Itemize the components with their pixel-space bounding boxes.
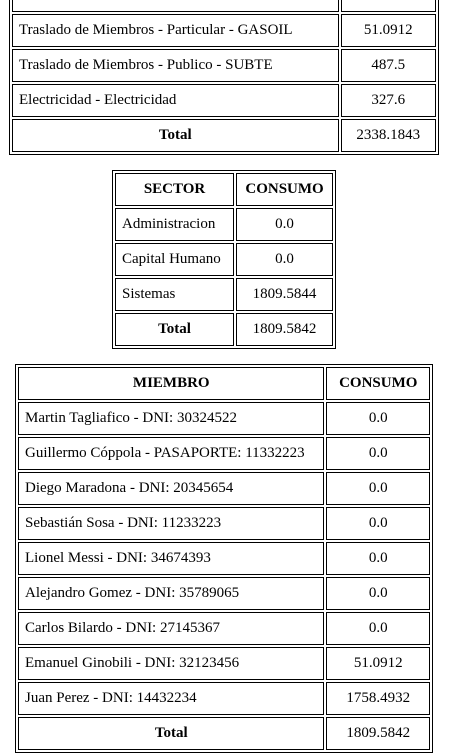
- column-header-miembro: MIEMBRO: [18, 367, 325, 400]
- total-value: 1809.5842: [326, 717, 430, 750]
- column-header-sector: SECTOR: [115, 173, 235, 206]
- member-value: 0.0: [326, 612, 430, 645]
- table-row: Diego Maradona - DNI: 20345654 0.0: [18, 472, 430, 505]
- sector-consumption-table: SECTOR CONSUMO Administracion 0.0 Capita…: [112, 170, 336, 349]
- table-row: Administracion 0.0: [115, 208, 333, 241]
- member-value: 0.0: [326, 542, 430, 575]
- member-name: Carlos Bilardo - DNI: 27145367: [18, 612, 325, 645]
- member-name: Lionel Messi - DNI: 34674393: [18, 542, 325, 575]
- member-name: Sebastián Sosa - DNI: 11233223: [18, 507, 325, 540]
- sector-name: Capital Humano: [115, 243, 235, 276]
- row-value: 51.0912: [340, 14, 436, 47]
- column-header-consumo: CONSUMO: [236, 173, 333, 206]
- member-consumption-table: MIEMBRO CONSUMO Martin Tagliafico - DNI:…: [15, 364, 433, 753]
- sector-value: 1809.5844: [236, 278, 333, 311]
- total-label: Total: [115, 313, 235, 346]
- table-row: Sebastián Sosa - DNI: 11233223 0.0: [18, 507, 430, 540]
- table-row: Alejandro Gomez - DNI: 35789065 0.0: [18, 577, 430, 610]
- table-row: [12, 0, 436, 12]
- column-header-consumo: CONSUMO: [326, 367, 430, 400]
- table-row: Juan Perez - DNI: 14432234 1758.4932: [18, 682, 430, 715]
- member-value: 0.0: [326, 437, 430, 470]
- member-name: Emanuel Ginobili - DNI: 32123456: [18, 647, 325, 680]
- table-row: Martin Tagliafico - DNI: 30324522 0.0: [18, 402, 430, 435]
- member-value: 0.0: [326, 577, 430, 610]
- table-row: Traslado de Miembros - Publico - SUBTE 4…: [12, 49, 436, 82]
- member-name: Martin Tagliafico - DNI: 30324522: [18, 402, 325, 435]
- table-row: Lionel Messi - DNI: 34674393 0.0: [18, 542, 430, 575]
- total-label: Total: [12, 119, 339, 152]
- row-label: Traslado de Miembros - Particular - GASO…: [12, 14, 339, 47]
- member-value: 0.0: [326, 507, 430, 540]
- member-value: 51.0912: [326, 647, 430, 680]
- row-label: [12, 0, 339, 12]
- row-value: 487.5: [340, 49, 436, 82]
- member-name: Diego Maradona - DNI: 20345654: [18, 472, 325, 505]
- member-value: 0.0: [326, 402, 430, 435]
- table-header-row: MIEMBRO CONSUMO: [18, 367, 430, 400]
- table-row: Sistemas 1809.5844: [115, 278, 333, 311]
- row-value: 327.6: [340, 84, 436, 117]
- table-row: Capital Humano 0.0: [115, 243, 333, 276]
- total-value: 2338.1843: [340, 119, 436, 152]
- table-row: Guillermo Cóppola - PASAPORTE: 11332223 …: [18, 437, 430, 470]
- total-label: Total: [18, 717, 325, 750]
- row-label: Traslado de Miembros - Publico - SUBTE: [12, 49, 339, 82]
- total-row: Total 1809.5842: [18, 717, 430, 750]
- total-row: Total 2338.1843: [12, 119, 436, 152]
- consumption-by-type-table: Traslado de Miembros - Particular - GASO…: [9, 0, 439, 155]
- member-value: 0.0: [326, 472, 430, 505]
- table-row: Electricidad - Electricidad 327.6: [12, 84, 436, 117]
- table-header-row: SECTOR CONSUMO: [115, 173, 333, 206]
- sector-value: 0.0: [236, 243, 333, 276]
- sector-name: Administracion: [115, 208, 235, 241]
- sector-value: 0.0: [236, 208, 333, 241]
- table-row: Carlos Bilardo - DNI: 27145367 0.0: [18, 612, 430, 645]
- row-label: Electricidad - Electricidad: [12, 84, 339, 117]
- member-name: Juan Perez - DNI: 14432234: [18, 682, 325, 715]
- total-row: Total 1809.5842: [115, 313, 333, 346]
- row-value: [340, 0, 436, 12]
- total-value: 1809.5842: [236, 313, 333, 346]
- sector-name: Sistemas: [115, 278, 235, 311]
- member-value: 1758.4932: [326, 682, 430, 715]
- member-name: Guillermo Cóppola - PASAPORTE: 11332223: [18, 437, 325, 470]
- table-row: Emanuel Ginobili - DNI: 32123456 51.0912: [18, 647, 430, 680]
- member-name: Alejandro Gomez - DNI: 35789065: [18, 577, 325, 610]
- table-row: Traslado de Miembros - Particular - GASO…: [12, 14, 436, 47]
